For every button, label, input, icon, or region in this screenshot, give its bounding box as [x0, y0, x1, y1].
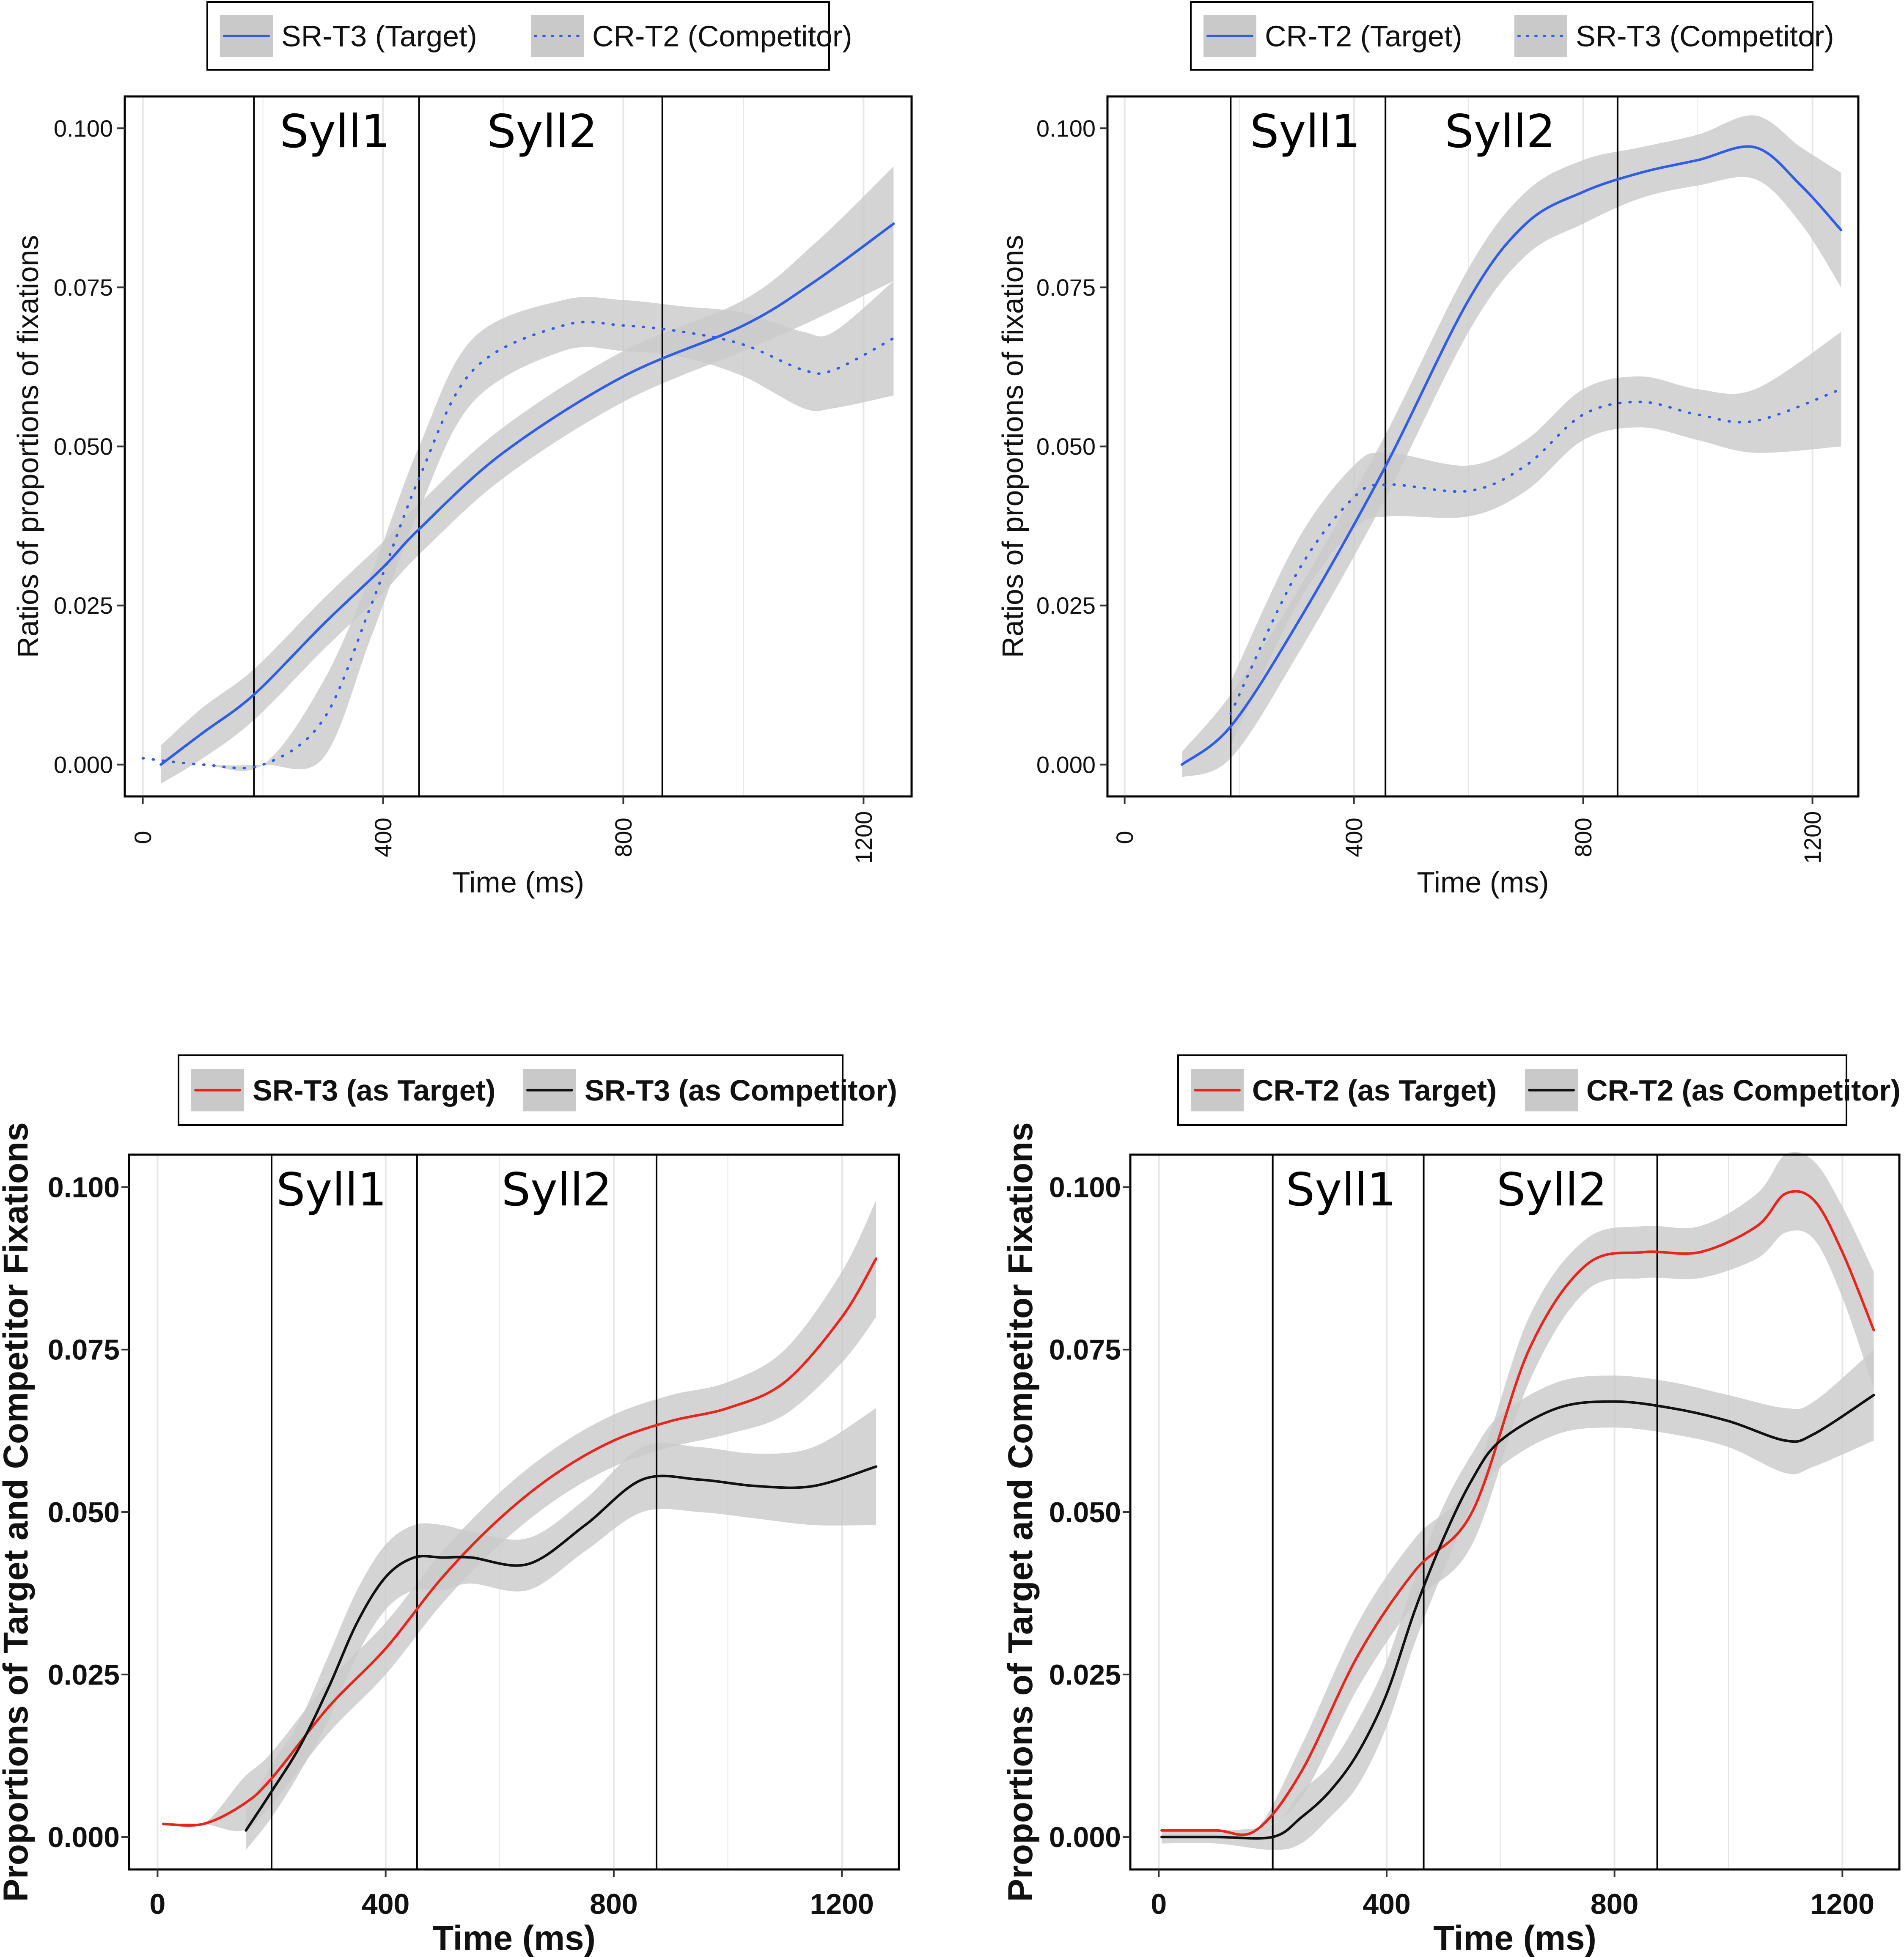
y-tick-label: 0.025	[1049, 1659, 1121, 1691]
legend-entry-label: SR-T3 (Competitor)	[1576, 20, 1834, 53]
y-tick-label: 0.075	[1036, 274, 1096, 301]
y-tick-label: 0.050	[1049, 1496, 1121, 1529]
x-tick-label: 400	[362, 1888, 409, 1920]
confidence-band-2	[246, 1408, 876, 1850]
x-tick-label: 0	[149, 1888, 165, 1920]
chart-panel-3: Syll1 Syll2 0.000 0.025 0.050 0.075 0.100 0 400 8…	[0, 1054, 900, 1957]
phase-label-2: Syll2	[502, 1164, 612, 1216]
phase-label-2: Syll2	[487, 105, 597, 158]
phase-label-1: Syll1	[276, 1164, 387, 1216]
y-tick-label: 0.025	[48, 1659, 120, 1691]
series-line-1	[159, 222, 895, 766]
legend: CR-T2 (Target) SR-T3 (Competitor)	[1190, 1, 1834, 71]
plot-frame	[1129, 1153, 1901, 1871]
legend: SR-T3 (Target) CR-T2 (Competitor)	[206, 1, 852, 71]
y-tick-label: 0.050	[54, 433, 113, 460]
series-line-1	[1160, 1190, 1875, 1836]
grid-lines	[1158, 1155, 1844, 1869]
legend-entry-label: CR-T2 (as Competitor)	[1586, 1074, 1901, 1107]
legend-entry-label: CR-T2 (as Target)	[1252, 1074, 1497, 1107]
x-tick-label: 0	[1151, 1888, 1167, 1920]
y-tick-label: 0.100	[48, 1172, 120, 1204]
legend-key-swatch	[531, 15, 584, 57]
legend-box	[1190, 1, 1813, 71]
x-axis-title: Time (ms)	[1417, 866, 1549, 899]
confidence-band-1	[1182, 115, 1841, 777]
legend-entry-label: SR-T3 (as Competitor)	[585, 1074, 897, 1107]
y-tick-label: 0.075	[48, 1334, 120, 1366]
y-tick-label: 0.000	[1049, 1821, 1121, 1853]
grid-lines	[1124, 96, 1813, 796]
legend-key-swatch	[1514, 15, 1567, 57]
y-tick-label: 0.025	[54, 592, 113, 619]
y-axis-title: Proportions of Target and Competitor Fix…	[1001, 1122, 1040, 1902]
x-tick-label: 800	[1591, 1888, 1638, 1920]
confidence-band-2	[1231, 332, 1841, 746]
phase-label-1: Syll1	[1250, 105, 1360, 158]
confidence-band-1	[161, 166, 894, 784]
x-tick-label: 1200	[850, 811, 877, 864]
series-line-2	[141, 321, 895, 770]
legend-box	[178, 1054, 843, 1126]
x-tick-label: 400	[1363, 1888, 1410, 1920]
x-tick-label: 800	[1570, 818, 1596, 857]
series-line-1	[162, 1257, 878, 1827]
legend-box	[206, 1, 830, 71]
legend-entry-label: CR-T2 (Target)	[1265, 20, 1462, 53]
chart-panel-4: Syll1 Syll2 0.000 0.025 0.050 0.075 0.100 0 400 8…	[1001, 1054, 1901, 1957]
y-tick-label: 0.025	[1036, 592, 1096, 619]
x-tick-label: 0	[129, 831, 156, 844]
y-tick-label: 0.050	[1036, 433, 1096, 460]
legend: CR-T2 (as Target) CR-T2 (as Competitor)	[1177, 1054, 1901, 1126]
confidence-band-2	[1162, 1349, 1874, 1850]
series-line-1	[1181, 145, 1843, 766]
legend-box	[1177, 1054, 1847, 1126]
legend-entry-label: SR-T3 (as Target)	[253, 1074, 495, 1107]
series-line-2	[1160, 1394, 1875, 1840]
x-tick-label: 400	[370, 818, 396, 857]
x-tick-label: 1200	[1799, 811, 1826, 864]
phase-label-1: Syll1	[280, 105, 390, 158]
y-axis-title: Ratios of proportions of fixations	[11, 235, 44, 658]
legend-entry-label: SR-T3 (Target)	[281, 20, 477, 53]
x-tick-label: 1200	[810, 1888, 874, 1920]
y-tick-label: 0.000	[54, 751, 113, 778]
y-tick-label: 0.100	[1036, 115, 1096, 142]
y-axis-title: Ratios of proportions of fixations	[996, 235, 1029, 658]
x-tick-label: 800	[590, 1888, 637, 1920]
phase-label-2: Syll2	[1497, 1164, 1607, 1216]
series-line-2	[1229, 388, 1843, 715]
y-tick-label: 0.075	[54, 274, 113, 301]
x-tick-label: 1200	[1811, 1888, 1874, 1920]
x-axis-title: Time (ms)	[1433, 1919, 1596, 1957]
y-tick-label: 0.100	[1049, 1172, 1121, 1204]
x-tick-label: 800	[610, 818, 637, 857]
x-tick-label: 0	[1111, 831, 1138, 844]
confidence-band-1	[1162, 1152, 1874, 1837]
legend-entry-label: CR-T2 (Competitor)	[592, 20, 852, 53]
y-tick-label: 0.000	[1036, 751, 1096, 778]
phase-label-1: Syll1	[1286, 1164, 1396, 1216]
x-axis-title: Time (ms)	[432, 1919, 596, 1957]
chart-panel-2: Syll1 Syll2 0.000 0.025 0.050 0.075 0.100 0 400 8…	[996, 1, 1860, 899]
x-axis-title: Time (ms)	[452, 866, 584, 899]
y-tick-label: 0.075	[1049, 1334, 1121, 1366]
phase-label-2: Syll2	[1445, 105, 1555, 158]
y-tick-label: 0.050	[48, 1496, 120, 1529]
legend: SR-T3 (as Target) SR-T3 (as Competitor)	[178, 1054, 897, 1126]
y-axis-title: Proportions of Target and Competitor Fix…	[0, 1122, 35, 1902]
x-tick-label: 400	[1341, 818, 1367, 857]
y-tick-label: 0.100	[54, 115, 113, 142]
y-tick-label: 0.000	[48, 1821, 120, 1853]
series-line-2	[245, 1465, 878, 1832]
chart-panel-1: Syll1 Syll2 0.000 0.025 0.050 0.075 0.100 0 400 8…	[11, 1, 913, 899]
